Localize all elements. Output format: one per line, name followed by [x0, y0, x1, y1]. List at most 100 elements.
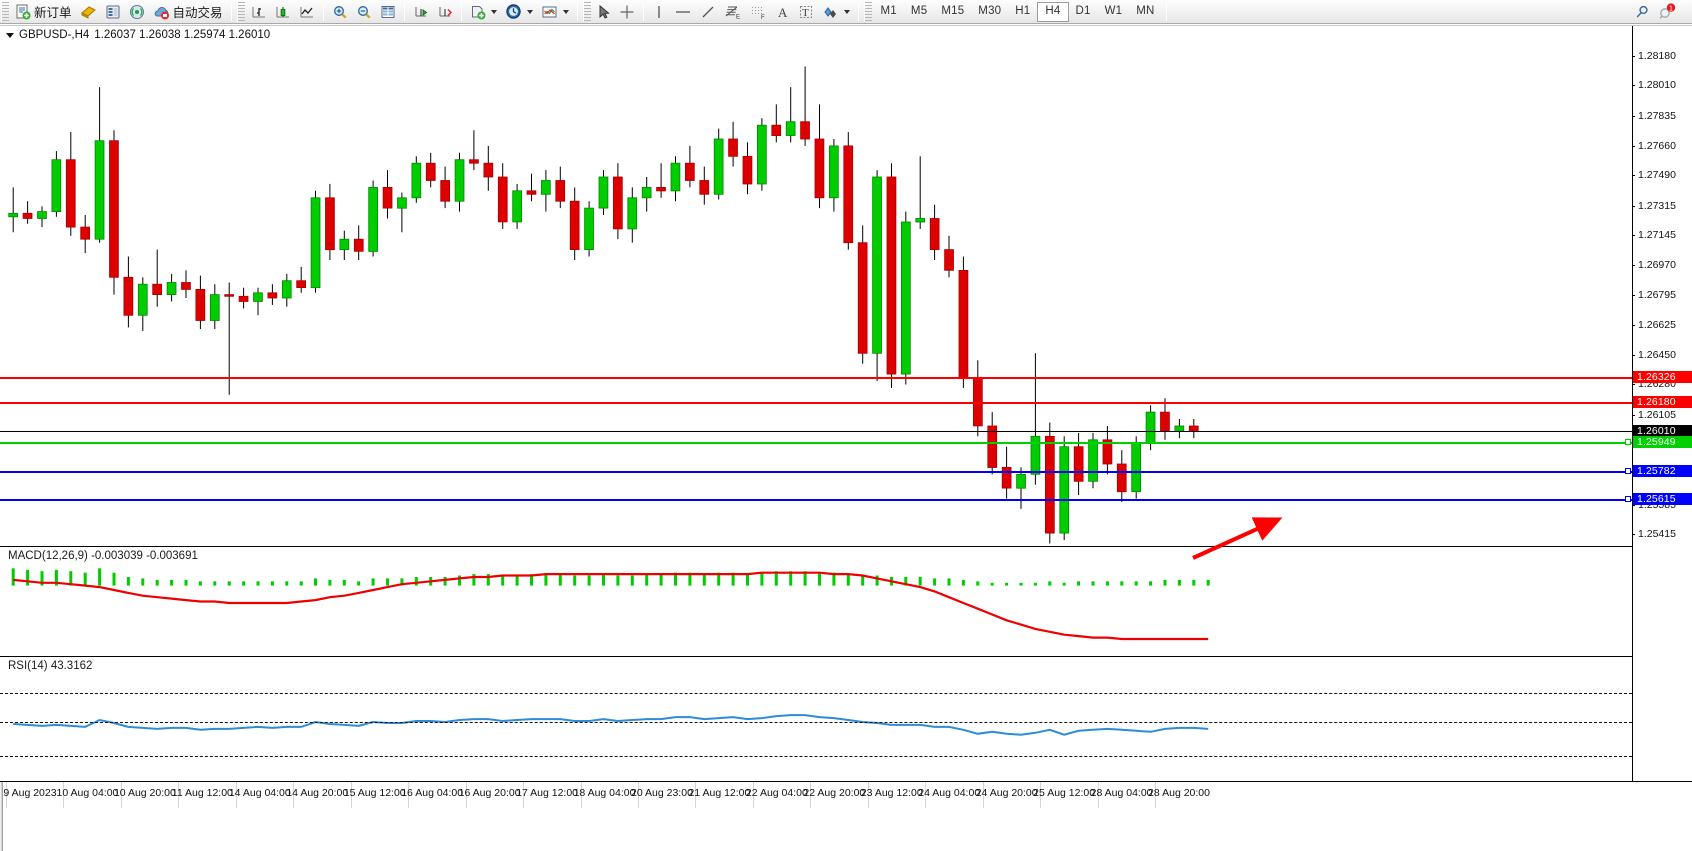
- price-level-anchor[interactable]: [1625, 496, 1631, 503]
- price-level-tag[interactable]: 1.26010: [1633, 425, 1692, 438]
- trendline-button[interactable]: [696, 1, 720, 23]
- templates-button[interactable]: [537, 1, 573, 23]
- periods-button[interactable]: [501, 1, 537, 23]
- navigator-button[interactable]: [101, 1, 125, 23]
- shapes-dropdown-caret[interactable]: [843, 9, 850, 14]
- price-level-line[interactable]: [0, 431, 1632, 433]
- timeframe-button-m5[interactable]: M5: [910, 5, 928, 17]
- price-level-line[interactable]: [0, 470, 1632, 473]
- red-up-arrow-annotation: [1192, 517, 1283, 560]
- zoom-out-button[interactable]: [352, 1, 376, 23]
- text-button[interactable]: A: [772, 1, 794, 23]
- time-divider: [1155, 782, 1157, 808]
- text-icon: A: [776, 4, 790, 20]
- signals-button[interactable]: [125, 1, 149, 23]
- price-tick: 1.26625: [1632, 319, 1692, 331]
- shapes-button[interactable]: [818, 1, 854, 23]
- rsi-pane[interactable]: RSI(14) 43.3162 1008050150: [0, 656, 1692, 781]
- rsi-level-line: [0, 692, 1632, 694]
- timeframe-button-w1[interactable]: W1: [1104, 5, 1123, 17]
- time-axis[interactable]: 9 Aug 2023 10 Aug 04:00 10 Aug 20:00 11 Aug…: [0, 781, 1692, 808]
- price-level-line[interactable]: [0, 376, 1632, 379]
- time-label: 9 Aug 2023: [3, 787, 57, 799]
- time-label: 16 Aug 04:00: [401, 787, 464, 799]
- price-level-tag[interactable]: 1.26180: [1633, 395, 1692, 408]
- price-level-tag[interactable]: 1.26326: [1633, 370, 1692, 383]
- toolbar-grip-3[interactable]: [582, 1, 591, 22]
- price-tick: 1.27490: [1632, 169, 1692, 181]
- fibonacci-button[interactable]: E: [720, 1, 746, 23]
- candlestick-chart-button[interactable]: [271, 1, 295, 23]
- equidistant-channel-icon: F: [750, 4, 768, 20]
- timeframe-button-m30[interactable]: M30: [978, 5, 1002, 17]
- price-tick: 1.28180: [1632, 50, 1692, 62]
- indicators-button[interactable]: [466, 1, 501, 23]
- timeframe-group: M1 M5 M15 M30 H1 H4 D1 W1 MN: [874, 1, 1162, 22]
- timeframe-button-d1[interactable]: D1: [1075, 5, 1091, 17]
- chart-container[interactable]: GBPUSD-,H4 1.26037 1.26038 1.25974 1.260…: [0, 25, 1692, 851]
- price-level-tag[interactable]: 1.25615: [1633, 493, 1692, 506]
- equidistant-channel-button[interactable]: F: [746, 1, 772, 23]
- time-label: 25 Aug 12:00: [1033, 787, 1096, 799]
- price-tick: 1.26795: [1632, 289, 1692, 301]
- time-divider: [523, 782, 525, 808]
- time-label: 21 Aug 12:00: [688, 787, 751, 799]
- new-order-button[interactable]: 新订单: [11, 1, 76, 23]
- timeframe-button-mn[interactable]: MN: [1136, 5, 1155, 17]
- indicators-dropdown-caret[interactable]: [490, 9, 497, 14]
- price-level-line[interactable]: [0, 441, 1632, 444]
- chart-shift-button[interactable]: [433, 1, 457, 23]
- time-label: 18 Aug 04:00: [573, 787, 636, 799]
- price-level-line[interactable]: [0, 499, 1632, 502]
- indicators-list-icon: [470, 4, 486, 20]
- price-pane[interactable]: GBPUSD-,H4 1.26037 1.26038 1.25974 1.260…: [0, 26, 1692, 560]
- price-scale[interactable]: 1.28180 1.28010 1.27835 1.27660 1.27490 1.273…: [1632, 26, 1692, 781]
- triangle-down-icon[interactable]: [6, 32, 14, 38]
- expert-advisor-button[interactable]: [76, 1, 101, 23]
- navigator-icon: [105, 4, 121, 20]
- price-level-tag[interactable]: 1.25782: [1633, 464, 1692, 477]
- rsi-indicator-label: RSI(14) 43.3162: [8, 660, 93, 672]
- timeframe-button-m15[interactable]: M15: [941, 5, 965, 17]
- text-label-button[interactable]: T: [794, 1, 818, 23]
- templates-icon: [541, 4, 558, 20]
- periods-dropdown-caret[interactable]: [526, 9, 533, 14]
- time-label: 22 Aug 20:00: [803, 787, 866, 799]
- zoom-in-icon: [332, 4, 348, 20]
- time-label: 20 Aug 23:00: [631, 787, 693, 799]
- line-chart-button[interactable]: [295, 1, 319, 23]
- crosshair-button[interactable]: [615, 1, 639, 23]
- timeframe-button-h1[interactable]: H1: [1015, 5, 1031, 17]
- timeframe-button-m1[interactable]: M1: [880, 5, 897, 17]
- price-level-line[interactable]: [0, 401, 1632, 404]
- time-label: 10 Aug 04:00: [56, 787, 119, 799]
- zoom-in-button[interactable]: [328, 1, 352, 23]
- time-divider: [752, 782, 754, 808]
- search-icon: [1634, 4, 1650, 20]
- price-level-anchor[interactable]: [1625, 467, 1631, 474]
- vertical-line-button[interactable]: [648, 1, 670, 23]
- toolbar-grip[interactable]: [1, 1, 9, 22]
- time-label: 11 Aug 12:00: [171, 787, 233, 799]
- horizontal-line-button[interactable]: [670, 1, 696, 23]
- data-window-button[interactable]: [376, 1, 400, 23]
- toolbar-separator-1: [230, 2, 232, 21]
- auto-scroll-button[interactable]: [409, 1, 433, 23]
- cursor-button[interactable]: [593, 1, 615, 23]
- alerts-button[interactable]: 1: [1654, 1, 1680, 23]
- timeframe-button-h4[interactable]: H4: [1037, 1, 1069, 22]
- chart-header: GBPUSD-,H4 1.26037 1.26038 1.25974 1.260…: [6, 29, 270, 41]
- templates-dropdown-caret[interactable]: [562, 9, 569, 14]
- autotrading-button[interactable]: 自动交易: [149, 1, 227, 23]
- toolbar-grip-2[interactable]: [236, 1, 245, 22]
- macd-pane[interactable]: MACD(12,26,9) -0.003039 -0.003691 0.0015…: [0, 546, 1692, 658]
- time-divider: [408, 782, 410, 808]
- autotrading-label: 自动交易: [172, 6, 223, 20]
- price-level-tag[interactable]: 1.25949: [1633, 435, 1692, 448]
- search-button[interactable]: [1630, 1, 1654, 23]
- fibonacci-icon: E: [724, 4, 742, 20]
- bar-chart-button[interactable]: [247, 1, 271, 23]
- price-level-anchor[interactable]: [1625, 438, 1631, 445]
- time-label: 24 Aug 04:00: [918, 787, 981, 799]
- toolbar-grip-4[interactable]: [863, 1, 872, 22]
